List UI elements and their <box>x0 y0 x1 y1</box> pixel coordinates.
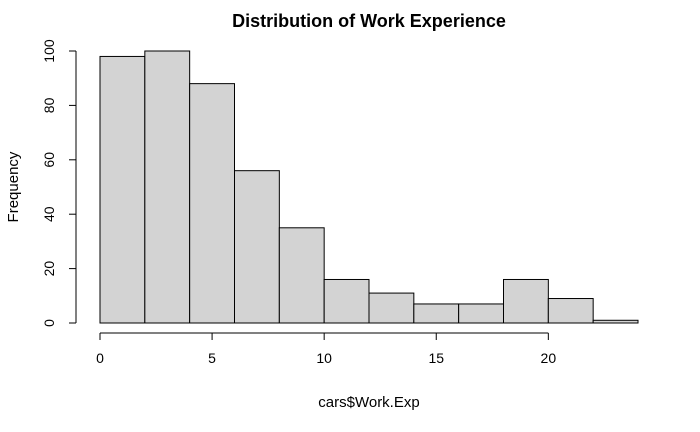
y-tick-label: 40 <box>41 206 57 222</box>
histogram-bar <box>234 170 280 324</box>
histogram-bar <box>547 298 594 324</box>
x-tick-label: 20 <box>541 350 557 366</box>
x-tick-label: 0 <box>96 350 104 366</box>
histogram-bar <box>99 55 146 324</box>
histogram-bar <box>368 292 415 324</box>
y-tick-label: 20 <box>41 261 57 277</box>
histogram-bar <box>189 83 236 324</box>
histogram-bar <box>144 50 191 324</box>
y-axis-label: Frequency <box>5 151 22 222</box>
x-tick-label: 5 <box>208 350 216 366</box>
y-tick-label: 60 <box>41 152 57 168</box>
y-tick-label: 100 <box>41 39 57 63</box>
y-tick-label: 80 <box>41 97 57 113</box>
bars-group <box>99 50 639 324</box>
x-tick-label: 15 <box>428 350 444 366</box>
x-tick-label: 10 <box>316 350 332 366</box>
histogram-bar <box>592 319 639 324</box>
histogram-bar <box>458 303 504 324</box>
x-axis: 0 5 10 15 20 <box>96 332 557 366</box>
histogram-bar <box>323 278 370 324</box>
y-axis: 0 20 40 60 80 100 <box>41 39 77 327</box>
y-tick-label: 0 <box>41 319 57 327</box>
histogram-bar <box>503 278 549 324</box>
chart-title: Distribution of Work Experience <box>232 11 506 31</box>
x-axis-label: cars$Work.Exp <box>318 394 419 411</box>
histogram-bar <box>278 227 325 324</box>
histogram-bar <box>413 303 460 324</box>
